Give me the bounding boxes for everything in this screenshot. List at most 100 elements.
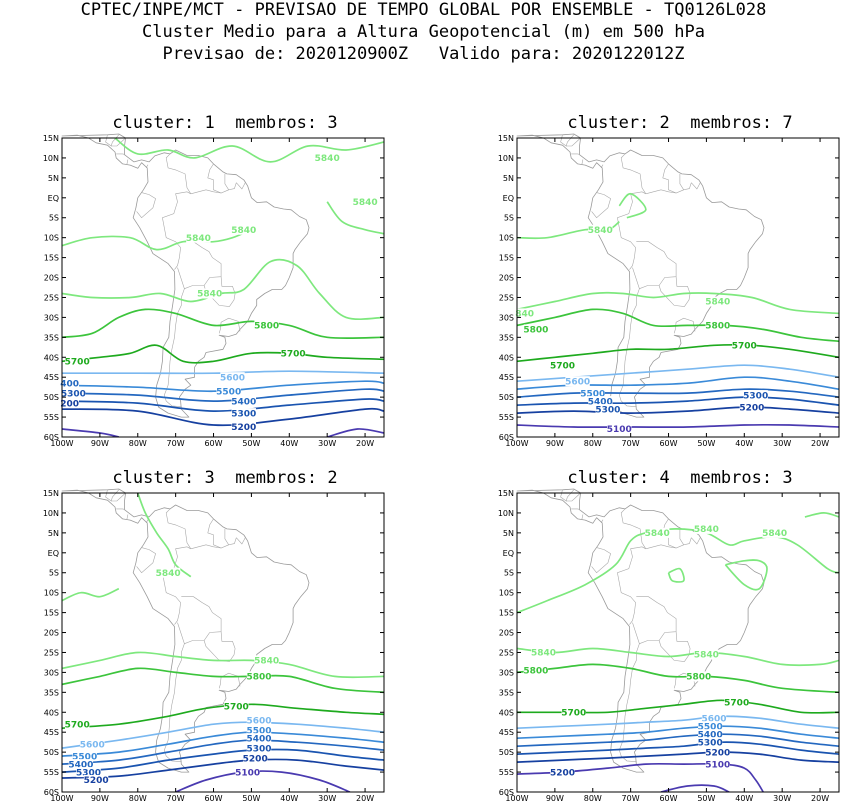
- country-border: [645, 189, 677, 195]
- lon-label: 90W: [91, 794, 109, 803]
- contour-label: 5600: [80, 740, 105, 750]
- lon-label: 80W: [584, 439, 602, 448]
- country-border: [600, 519, 604, 524]
- contour-label: 5840: [705, 298, 730, 308]
- lon-label: 80W: [129, 439, 147, 448]
- contour-label: 5500: [698, 722, 723, 732]
- lat-label: 45S: [44, 728, 59, 737]
- lat-label: 20S: [44, 274, 59, 283]
- lat-label: 35S: [499, 333, 514, 342]
- contour-label: 5840: [156, 569, 181, 579]
- country-border: [566, 137, 581, 147]
- map-background: [62, 493, 384, 792]
- lat-label: 10S: [499, 234, 514, 243]
- lat-label: 15S: [44, 609, 59, 618]
- contour-label-bg: [580, 388, 605, 399]
- lat-label: 15S: [499, 609, 514, 618]
- contour-5840: [114, 138, 384, 163]
- lon-label: 50W: [242, 439, 260, 448]
- contour-label-bg: [588, 396, 613, 407]
- lon-label: 40W: [280, 794, 298, 803]
- contour-label-bg: [315, 152, 340, 163]
- country-border: [566, 492, 581, 502]
- lat-label: 40S: [44, 353, 59, 362]
- header-title-line2: Cluster Medio para a Altura Geopotencial…: [142, 22, 705, 42]
- country-border: [673, 317, 696, 334]
- contour-label-bg: [523, 665, 549, 676]
- contour-label: 5600: [246, 716, 271, 726]
- contour-label: 5300: [743, 391, 768, 401]
- lon-label: 100W: [505, 794, 528, 803]
- contour-5100: [660, 784, 730, 792]
- contour-label: 5800: [523, 326, 548, 336]
- lon-label: 80W: [584, 794, 602, 803]
- country-border: [105, 134, 120, 147]
- contour-5500: [62, 380, 384, 393]
- lon-label: 50W: [697, 439, 715, 448]
- contour-label-bg: [280, 348, 306, 359]
- lat-label: 10N: [43, 154, 59, 163]
- lat-label: 50S: [44, 748, 59, 757]
- contour-label: 400: [60, 379, 79, 389]
- contour-label: 5840: [315, 154, 340, 164]
- contour-label-bg: [60, 398, 79, 409]
- lon-label: 70W: [167, 794, 185, 803]
- country-border: [679, 173, 692, 191]
- country-border: [617, 546, 646, 625]
- contour-5840: [804, 512, 839, 518]
- contour-label: 5600: [701, 714, 726, 724]
- contour-label-bg: [705, 759, 730, 770]
- lon-label: 60W: [659, 439, 677, 448]
- contour-label: 5840: [645, 529, 670, 539]
- contour-label-bg: [732, 340, 757, 351]
- contour-5840: [667, 567, 685, 583]
- contour-label: 5840: [762, 529, 787, 539]
- lon-label: 100W: [50, 794, 73, 803]
- country-border: [111, 137, 126, 147]
- contour-label-bg: [60, 378, 79, 389]
- contour-label-bg: [694, 523, 719, 534]
- contour-label: 5800: [705, 322, 730, 332]
- lon-label: 40W: [735, 439, 753, 448]
- contour-label: 840: [515, 310, 534, 320]
- contour-label: 5200: [739, 403, 764, 413]
- country-border: [236, 536, 246, 545]
- contour-label: 5800: [254, 322, 279, 332]
- map-background: [517, 493, 839, 792]
- lat-label: 15N: [43, 489, 59, 498]
- contour-label: 5300: [246, 744, 271, 754]
- lat-label: 55S: [499, 768, 514, 777]
- lon-label: 30W: [773, 794, 791, 803]
- contour-label: 5200: [84, 776, 109, 786]
- contour-5600: [517, 715, 839, 730]
- country-border: [618, 288, 640, 407]
- contour-label: 5840: [588, 226, 613, 236]
- contour-label: 5700: [732, 342, 757, 352]
- contour-5840: [326, 201, 384, 235]
- contour-label: 5840: [197, 290, 222, 300]
- contour-label: 5400: [698, 730, 723, 740]
- contour-label-bg: [698, 721, 723, 732]
- contour-5200: [517, 406, 839, 414]
- map-frame: [516, 137, 840, 438]
- contour-label: 5700: [281, 350, 306, 360]
- lat-label: 35S: [44, 333, 59, 342]
- lon-label: 30W: [773, 439, 791, 448]
- contour-5100: [175, 770, 351, 792]
- contour-label: 5600: [220, 373, 245, 383]
- lon-label: 90W: [546, 794, 564, 803]
- contour-label: 5840: [186, 234, 211, 244]
- lat-label: 40S: [44, 708, 59, 717]
- contour-label-bg: [701, 713, 727, 724]
- country-border: [600, 164, 604, 169]
- contour-5200: [517, 751, 839, 763]
- contour-5840: [517, 528, 839, 614]
- contour-label-bg: [694, 649, 719, 660]
- contour-5500: [62, 731, 384, 757]
- lat-label: EQ: [503, 194, 514, 203]
- contour-label: 5400: [231, 397, 256, 407]
- contour-label: 5200: [243, 754, 268, 764]
- map-frame: [516, 492, 840, 793]
- lat-label: 50S: [499, 393, 514, 402]
- lat-label: 35S: [499, 688, 514, 697]
